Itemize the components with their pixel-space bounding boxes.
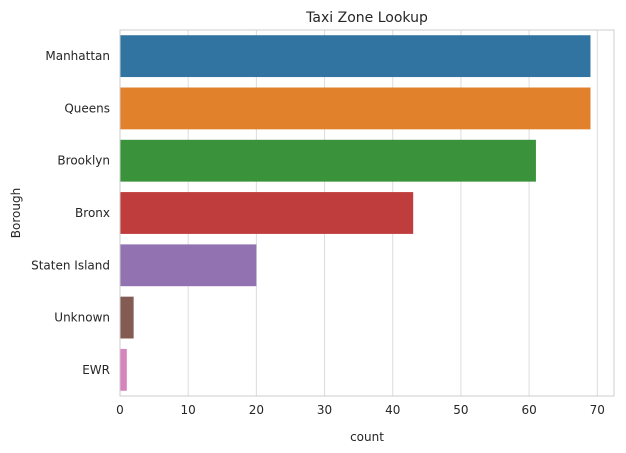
y-tick-label: Unknown <box>54 311 110 325</box>
x-axis-label: count <box>350 430 384 444</box>
y-axis-label: Borough <box>9 188 23 238</box>
bar-manhattan <box>120 35 591 78</box>
bar-ewr <box>120 348 127 391</box>
x-tick-label: 70 <box>590 403 605 417</box>
x-tick-label: 10 <box>181 403 196 417</box>
y-tick-label: Bronx <box>75 206 110 220</box>
bar-staten-island <box>120 244 257 287</box>
plot-frame <box>119 29 615 397</box>
x-tick-labels: 0 10 20 30 40 50 60 70 <box>116 403 605 417</box>
bars <box>120 35 591 391</box>
y-tick-label: Queens <box>64 101 110 115</box>
bar-unknown <box>120 296 134 339</box>
x-tick-label: 30 <box>317 403 332 417</box>
bar-bronx <box>120 192 414 234</box>
x-tick-label: 20 <box>249 403 264 417</box>
chart-title: Taxi Zone Lookup <box>305 10 428 26</box>
x-tick-label: 60 <box>521 403 536 417</box>
y-tick-label: EWR <box>82 363 110 377</box>
x-tick-label: 0 <box>116 403 124 417</box>
y-tick-label: Manhattan <box>45 49 110 63</box>
x-tick-label: 40 <box>385 403 400 417</box>
x-tick-label: 50 <box>453 403 468 417</box>
bar-brooklyn <box>120 139 536 182</box>
y-tick-label: Staten Island <box>31 258 110 272</box>
y-tick-labels: Manhattan Queens Brooklyn Bronx Staten Islan… <box>31 49 110 377</box>
bar-queens <box>120 87 591 130</box>
y-tick-label: Brooklyn <box>57 154 110 168</box>
